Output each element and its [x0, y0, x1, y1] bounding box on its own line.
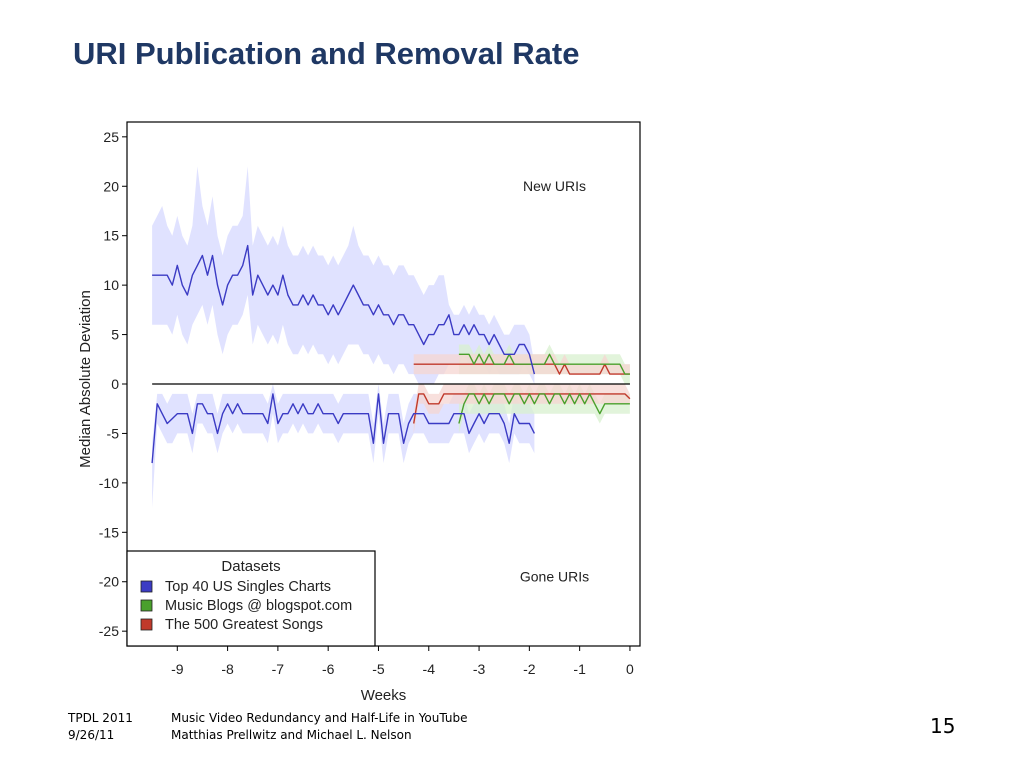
line-gone-top-40-us-singles-charts	[151, 393, 536, 464]
legend-swatch-the-500-greatest-songs	[140, 618, 153, 631]
x-tick-label: -2	[523, 661, 536, 677]
line-gone-the-500-greatest-songs	[413, 393, 631, 424]
x-tick-label: -4	[423, 661, 436, 677]
footer-middle: Music Video Redundancy and Half-Life in …	[171, 710, 467, 744]
x-tick-label: -8	[221, 661, 234, 677]
legend-swatch-music-blogs-blogspot-com	[140, 599, 153, 612]
y-tick-label: -20	[99, 574, 119, 590]
band-gone-top-40-us-singles-charts	[152, 384, 535, 508]
y-tick-label: 0	[111, 376, 119, 392]
y-tick-label: 15	[103, 228, 119, 244]
x-tick-label: -3	[473, 661, 486, 677]
x-axis-label: Weeks	[361, 687, 407, 700]
footer-conference: TPDL 2011	[68, 711, 133, 725]
line-new-music-blogs-blogspot-com	[458, 353, 630, 375]
x-tick-label: -6	[322, 661, 335, 677]
annotation-gone-uris: Gone URIs	[520, 569, 589, 585]
legend-swatch-top-40-us-singles-charts	[140, 580, 153, 593]
legend-label-top-40-us-singles-charts: Top 40 US Singles Charts	[165, 579, 331, 595]
x-tick-label: -9	[171, 661, 184, 677]
footer-authors: Matthias Prellwitz and Michael L. Nelson	[171, 728, 412, 742]
y-tick-label: 5	[111, 327, 119, 343]
y-tick-label: -5	[107, 425, 120, 441]
footer-paper-title: Music Video Redundancy and Half-Life in …	[171, 711, 468, 725]
slide-title: URI Publication and Removal Rate	[73, 36, 580, 71]
y-axis-label: Median Absolute Deviation	[77, 290, 94, 468]
y-tick-label: 25	[103, 129, 119, 145]
y-tick-label: -15	[99, 524, 119, 540]
legend-label-the-500-greatest-songs: The 500 Greatest Songs	[165, 617, 323, 633]
x-tick-label: 0	[626, 661, 634, 677]
y-tick-label: 20	[103, 178, 119, 194]
legend-box	[126, 550, 376, 647]
x-tick-label: -7	[272, 661, 285, 677]
line-gone-music-blogs-blogspot-com	[458, 393, 630, 424]
y-tick-label: -25	[99, 623, 119, 639]
page-number: 15	[930, 714, 956, 738]
band-new-top-40-us-singles-charts	[152, 166, 535, 384]
plot-content	[151, 166, 631, 508]
line-new-top-40-us-singles-charts	[152, 244, 536, 375]
y-tick-label: -10	[99, 475, 119, 491]
y-tick-label: 10	[103, 277, 119, 293]
legend-label-music-blogs-blogspot-com: Music Blogs @ blogspot.com	[165, 598, 352, 614]
footer-left: TPDL 2011 9/26/11	[68, 710, 133, 744]
legend-title: Datasets	[221, 558, 280, 575]
footer-date: 9/26/11	[68, 728, 115, 742]
x-tick-label: -5	[372, 661, 385, 677]
x-tick-label: -1	[573, 661, 586, 677]
annotation-new-uris: New URIs	[523, 178, 586, 194]
